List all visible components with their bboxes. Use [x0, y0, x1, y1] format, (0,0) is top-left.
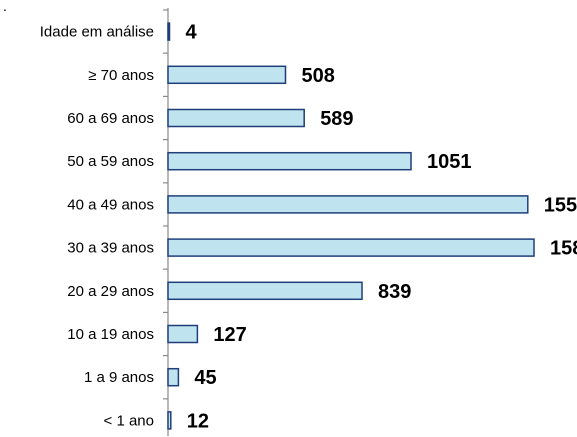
category-label: 30 a 39 anos: [67, 240, 154, 257]
category-label: Idade em análise: [40, 24, 154, 41]
data-label: 1583: [550, 238, 577, 260]
bar: [167, 367, 180, 387]
bars-layer: [167, 22, 535, 430]
data-label: 12: [187, 410, 209, 432]
category-label: 60 a 69 anos: [67, 110, 154, 127]
data-label: 4: [186, 22, 198, 44]
data-label: 508: [302, 65, 335, 87]
category-label: 50 a 59 anos: [67, 153, 154, 170]
labels-layer: Idade em análise 4 ≥ 70 anos 508 60 a 69 ano…: [40, 22, 577, 433]
bar: [167, 22, 171, 41]
stray-dot: .: [3, 0, 7, 14]
bar: [167, 65, 287, 85]
category-label: < 1 ano: [104, 412, 154, 429]
bar: [167, 411, 172, 430]
category-label: 1 a 9 anos: [84, 369, 154, 386]
bar: [167, 324, 199, 344]
data-label: 127: [213, 324, 246, 346]
category-label: 20 a 29 anos: [67, 283, 154, 300]
data-label: 1556: [544, 194, 577, 216]
data-label: 1051: [427, 151, 472, 173]
category-label: ≥ 70 anos: [88, 67, 154, 84]
bar: [167, 281, 363, 301]
category-label: 40 a 49 anos: [67, 196, 154, 213]
bar: [167, 195, 529, 214]
category-label: 10 a 19 anos: [67, 326, 154, 343]
data-label: 839: [378, 281, 411, 303]
bar: [167, 238, 535, 257]
bar: [167, 151, 412, 171]
data-label: 45: [194, 367, 216, 389]
bar: [167, 108, 305, 128]
data-label: 589: [320, 108, 353, 130]
